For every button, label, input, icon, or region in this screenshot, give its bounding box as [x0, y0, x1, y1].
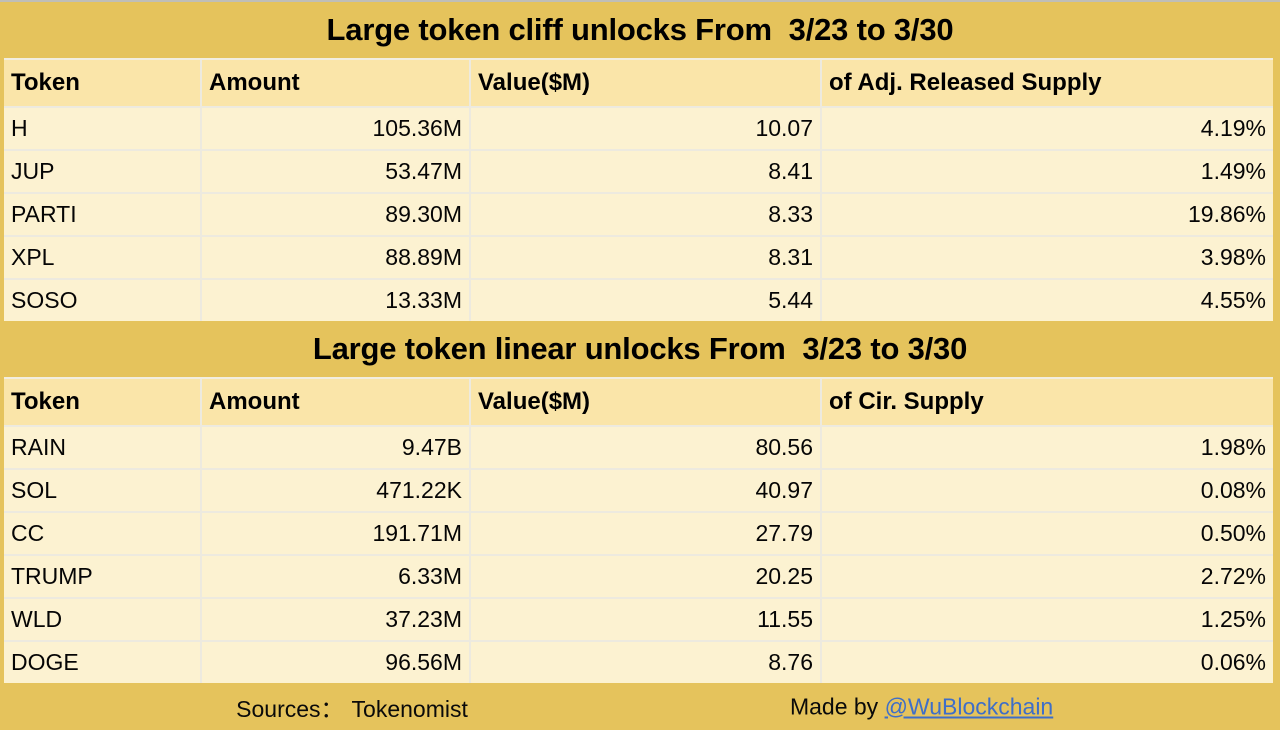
column-header-value: Value($M) [469, 379, 820, 425]
cell-supply: 0.06% [820, 642, 1273, 683]
cell-amount: 53.47M [200, 151, 469, 192]
cell-supply: 1.98% [820, 427, 1273, 468]
cell-value: 8.76 [469, 642, 820, 683]
footer: Sources： Tokenomist Made by @WuBlockchain [0, 683, 1280, 730]
cell-supply: 1.25% [820, 599, 1273, 640]
table-row: JUP 53.47M 8.41 1.49% [4, 149, 1273, 192]
cell-value: 27.79 [469, 513, 820, 554]
cell-token: CC [11, 520, 45, 546]
cell-value: 8.33 [469, 194, 820, 235]
cell-value: 40.97 [469, 470, 820, 511]
cell-amount: 105.36M [200, 108, 469, 149]
cell-token: DOGE [11, 649, 79, 675]
cell-token: SOSO [11, 287, 78, 313]
cell-value: 8.31 [469, 237, 820, 278]
cell-value: 8.41 [469, 151, 820, 192]
column-header-supply: of Adj. Released Supply [820, 60, 1273, 106]
cell-token: SOL [11, 477, 58, 503]
table-header-row: Token Amount Value($M) of Adj. Released … [4, 58, 1273, 106]
cell-token: XPL [11, 244, 55, 270]
sources-label: Sources： [236, 695, 344, 722]
cell-token: PARTI [11, 201, 77, 227]
table-row: WLD 37.23M 11.55 1.25% [4, 597, 1273, 640]
table-header-row: Token Amount Value($M) of Cir. Supply [4, 377, 1273, 425]
table-row: PARTI 89.30M 8.33 19.86% [4, 192, 1273, 235]
cell-value: 5.44 [469, 280, 820, 321]
table-row: SOL 471.22K 40.97 0.08% [4, 468, 1273, 511]
window-top-edge [0, 0, 1280, 2]
linear-unlocks-rows: RAIN 9.47B 80.56 1.98% SOL 471.22K 40.97… [4, 425, 1273, 683]
cell-supply: 0.08% [820, 470, 1273, 511]
column-header-supply: of Cir. Supply [820, 379, 1273, 425]
column-header-token: Token [11, 388, 80, 415]
cell-token: RAIN [11, 434, 66, 460]
cell-value: 11.55 [469, 599, 820, 640]
cell-supply: 1.49% [820, 151, 1273, 192]
cell-amount: 96.56M [200, 642, 469, 683]
table-row: SOSO 13.33M 5.44 4.55% [4, 278, 1273, 321]
section-title-linear-unlocks: Large token linear unlocks From 3/23 to … [0, 321, 1280, 377]
made-by-text: Made by @WuBlockchain [790, 693, 1053, 720]
table-row: H 105.36M 10.07 4.19% [4, 106, 1273, 149]
cell-supply: 4.55% [820, 280, 1273, 321]
cell-supply: 4.19% [820, 108, 1273, 149]
made-by-label: Made by [789, 693, 885, 719]
sources-text: Sources： Tokenomist [236, 690, 468, 724]
cell-supply: 3.98% [820, 237, 1273, 278]
cell-amount: 37.23M [200, 599, 469, 640]
cell-amount: 9.47B [200, 427, 469, 468]
cell-amount: 471.22K [200, 470, 469, 511]
table-row: CC 191.71M 27.79 0.50% [4, 511, 1273, 554]
cell-supply: 19.86% [820, 194, 1273, 235]
column-header-token: Token [11, 69, 80, 96]
table-row: DOGE 96.56M 8.76 0.06% [4, 640, 1273, 683]
cell-value: 80.56 [469, 427, 820, 468]
cell-token: TRUMP [11, 563, 93, 589]
cell-amount: 89.30M [200, 194, 469, 235]
cell-amount: 6.33M [200, 556, 469, 597]
cliff-unlocks-table: Token Amount Value($M) of Adj. Released … [0, 58, 1280, 321]
cell-supply: 2.72% [820, 556, 1273, 597]
table-row: RAIN 9.47B 80.56 1.98% [4, 425, 1273, 468]
wublockchain-link[interactable]: @WuBlockchain [884, 693, 1054, 719]
cell-amount: 88.89M [200, 237, 469, 278]
section-title-cliff-unlocks: Large token cliff unlocks From 3/23 to 3… [0, 2, 1280, 58]
cell-value: 10.07 [469, 108, 820, 149]
column-header-amount: Amount [200, 379, 469, 425]
linear-unlocks-table: Token Amount Value($M) of Cir. Supply RA… [0, 377, 1280, 683]
cell-token: WLD [11, 606, 63, 632]
cell-amount: 191.71M [200, 513, 469, 554]
table-row: TRUMP 6.33M 20.25 2.72% [4, 554, 1273, 597]
cell-token: JUP [11, 158, 55, 184]
table-row: XPL 88.89M 8.31 3.98% [4, 235, 1273, 278]
column-header-value: Value($M) [469, 60, 820, 106]
cell-token: H [11, 115, 28, 141]
cliff-unlocks-rows: H 105.36M 10.07 4.19% JUP 53.47M 8.41 1.… [4, 106, 1273, 321]
sources-value: Tokenomist [351, 695, 468, 722]
column-header-amount: Amount [200, 60, 469, 106]
cell-amount: 13.33M [200, 280, 469, 321]
cell-value: 20.25 [469, 556, 820, 597]
cell-supply: 0.50% [820, 513, 1273, 554]
